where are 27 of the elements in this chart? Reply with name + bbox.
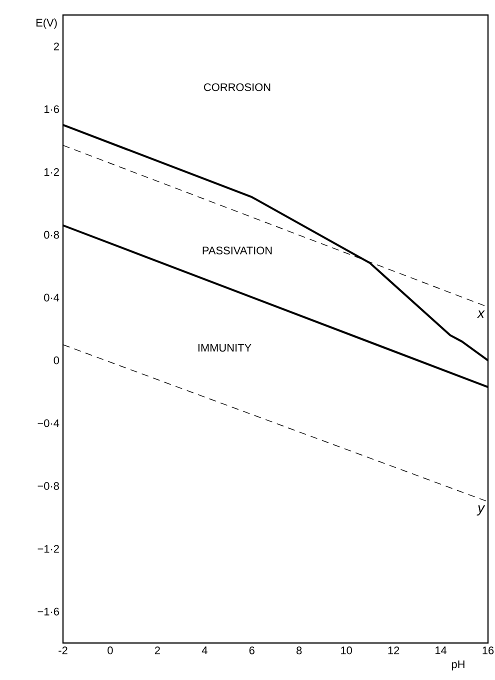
y-tick-label: 1·6: [44, 105, 59, 114]
y-axis-title: E(V): [36, 18, 57, 29]
annotation: PASSIVATION: [202, 246, 272, 254]
x-tick-label: -2: [58, 646, 68, 654]
y-tick-label: −0·4: [38, 419, 60, 428]
x-tick-label: 14: [436, 646, 447, 654]
x-axis-title: pH: [452, 660, 464, 670]
annotation: CORROSION: [204, 83, 270, 92]
x-tick-label: 2: [154, 646, 160, 654]
x-tick-label: 8: [296, 646, 302, 654]
x-tick-label: 12: [388, 646, 400, 654]
y-tick-label: 0·8: [44, 230, 59, 239]
x-tick-label: 0: [108, 646, 113, 654]
y-tick-label: 2: [54, 42, 59, 50]
x-tick-label: 4: [202, 646, 208, 654]
series-label: y: [476, 505, 486, 516]
y-tick-label: 0·4: [44, 294, 60, 302]
x-tick-label: 6: [249, 646, 254, 654]
y-tick-label: −0·8: [38, 482, 59, 490]
y-tick-label: −1·2: [38, 544, 59, 553]
y-tick-label: 0: [54, 356, 60, 364]
x-tick-label: 10: [341, 646, 352, 654]
annotation: IMMUNITY: [198, 344, 252, 352]
y-tick-label: −1·6: [38, 608, 59, 616]
series-label: x: [476, 310, 485, 318]
x-tick-label: 16: [482, 646, 494, 654]
y-tick-label: 1·2: [44, 168, 59, 176]
